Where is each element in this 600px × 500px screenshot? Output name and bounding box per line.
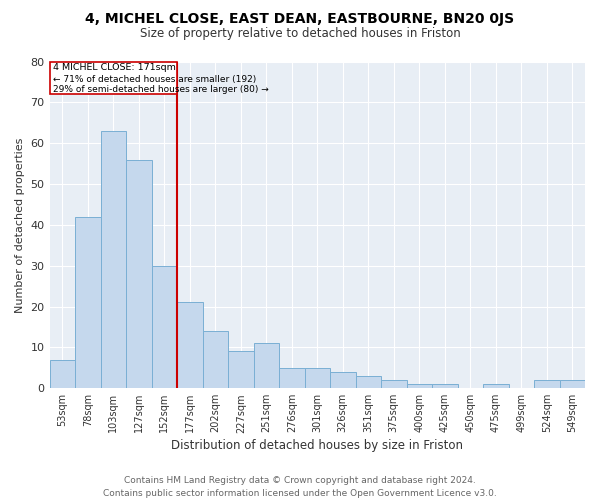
Bar: [228, 352, 254, 388]
Y-axis label: Number of detached properties: Number of detached properties: [15, 137, 25, 312]
X-axis label: Distribution of detached houses by size in Friston: Distribution of detached houses by size …: [171, 440, 463, 452]
Bar: [254, 344, 279, 388]
Bar: [177, 302, 203, 388]
Bar: [356, 376, 381, 388]
Bar: [50, 360, 75, 388]
Text: 29% of semi-detached houses are larger (80) →: 29% of semi-detached houses are larger (…: [53, 85, 269, 94]
Text: ← 71% of detached houses are smaller (192): ← 71% of detached houses are smaller (19…: [53, 74, 257, 84]
FancyBboxPatch shape: [50, 62, 177, 94]
Bar: [483, 384, 509, 388]
Bar: [305, 368, 330, 388]
Bar: [126, 160, 152, 388]
Bar: [152, 266, 177, 388]
Bar: [407, 384, 432, 388]
Bar: [432, 384, 458, 388]
Bar: [75, 216, 101, 388]
Bar: [560, 380, 585, 388]
Text: Size of property relative to detached houses in Friston: Size of property relative to detached ho…: [140, 28, 460, 40]
Bar: [381, 380, 407, 388]
Bar: [101, 131, 126, 388]
Bar: [203, 331, 228, 388]
Bar: [330, 372, 356, 388]
Bar: [279, 368, 305, 388]
Text: 4 MICHEL CLOSE: 171sqm: 4 MICHEL CLOSE: 171sqm: [53, 63, 176, 72]
Text: 4, MICHEL CLOSE, EAST DEAN, EASTBOURNE, BN20 0JS: 4, MICHEL CLOSE, EAST DEAN, EASTBOURNE, …: [85, 12, 515, 26]
Bar: [534, 380, 560, 388]
Text: Contains HM Land Registry data © Crown copyright and database right 2024.
Contai: Contains HM Land Registry data © Crown c…: [103, 476, 497, 498]
